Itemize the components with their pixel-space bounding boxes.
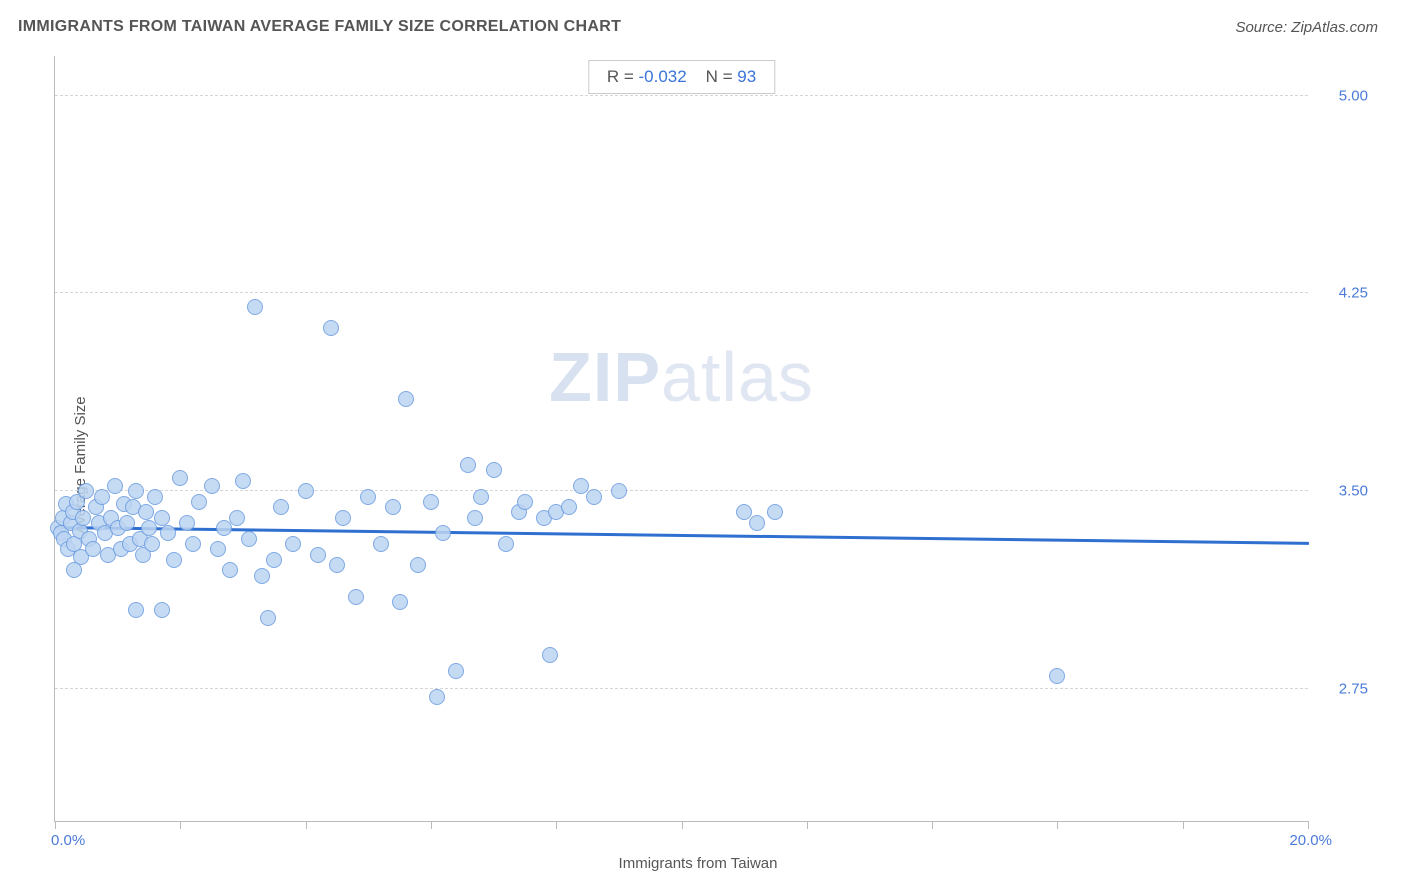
y-tick-label: 5.00: [1339, 87, 1368, 104]
gridline: [55, 490, 1308, 491]
scatter-point: [329, 557, 345, 573]
scatter-point: [191, 494, 207, 510]
scatter-point: [266, 552, 282, 568]
scatter-point: [166, 552, 182, 568]
scatter-point: [185, 536, 201, 552]
scatter-point: [561, 499, 577, 515]
scatter-point: [429, 689, 445, 705]
scatter-point: [154, 602, 170, 618]
x-tick: [932, 821, 933, 829]
n-label: N =: [706, 67, 733, 86]
scatter-point: [385, 499, 401, 515]
scatter-point: [542, 647, 558, 663]
scatter-point: [247, 299, 263, 315]
scatter-point: [335, 510, 351, 526]
scatter-point: [285, 536, 301, 552]
scatter-point: [298, 483, 314, 499]
x-tick: [807, 821, 808, 829]
scatter-point: [611, 483, 627, 499]
scatter-point: [128, 483, 144, 499]
scatter-point: [435, 525, 451, 541]
scatter-point: [147, 489, 163, 505]
scatter-point: [586, 489, 602, 505]
scatter-point: [273, 499, 289, 515]
x-tick: [55, 821, 56, 829]
scatter-point: [119, 515, 135, 531]
scatter-point: [179, 515, 195, 531]
scatter-point: [486, 462, 502, 478]
plot-area: ZIPatlas R = -0.032 N = 93 0.0% 20.0% 2.…: [54, 56, 1308, 822]
scatter-point: [204, 478, 220, 494]
scatter-point: [144, 536, 160, 552]
scatter-point: [66, 562, 82, 578]
scatter-point: [767, 504, 783, 520]
chart-title: IMMIGRANTS FROM TAIWAN AVERAGE FAMILY SI…: [18, 18, 621, 36]
scatter-point: [360, 489, 376, 505]
watermark: ZIPatlas: [549, 337, 814, 417]
scatter-point: [310, 547, 326, 563]
scatter-point: [323, 320, 339, 336]
gridline: [55, 292, 1308, 293]
stats-box: R = -0.032 N = 93: [588, 60, 775, 94]
scatter-point: [78, 483, 94, 499]
scatter-point: [498, 536, 514, 552]
scatter-point: [254, 568, 270, 584]
r-value: -0.032: [638, 67, 686, 86]
scatter-point: [138, 504, 154, 520]
scatter-point: [172, 470, 188, 486]
scatter-point: [410, 557, 426, 573]
source-label: Source: ZipAtlas.com: [1235, 19, 1378, 36]
scatter-point: [460, 457, 476, 473]
scatter-point: [222, 562, 238, 578]
x-tick: [431, 821, 432, 829]
x-axis-label: Immigrants from Taiwan: [619, 855, 778, 872]
scatter-point: [473, 489, 489, 505]
scatter-point: [373, 536, 389, 552]
x-tick: [1183, 821, 1184, 829]
y-tick-label: 3.50: [1339, 483, 1368, 500]
scatter-point: [1049, 668, 1065, 684]
x-min-label: 0.0%: [51, 832, 85, 849]
n-value: 93: [737, 67, 756, 86]
scatter-point: [154, 510, 170, 526]
scatter-point: [241, 531, 257, 547]
r-label: R =: [607, 67, 634, 86]
scatter-point: [229, 510, 245, 526]
scatter-point: [749, 515, 765, 531]
chart-container: Average Family Size Immigrants from Taiw…: [18, 56, 1378, 874]
x-tick: [556, 821, 557, 829]
scatter-point: [128, 602, 144, 618]
x-tick: [682, 821, 683, 829]
x-tick: [306, 821, 307, 829]
scatter-point: [260, 610, 276, 626]
scatter-point: [210, 541, 226, 557]
x-tick: [180, 821, 181, 829]
scatter-point: [160, 525, 176, 541]
scatter-point: [235, 473, 251, 489]
gridline: [55, 95, 1308, 96]
scatter-point: [467, 510, 483, 526]
scatter-point: [107, 478, 123, 494]
scatter-point: [348, 589, 364, 605]
scatter-point: [85, 541, 101, 557]
scatter-point: [423, 494, 439, 510]
y-tick-label: 4.25: [1339, 285, 1368, 302]
y-tick-label: 2.75: [1339, 681, 1368, 698]
x-tick: [1057, 821, 1058, 829]
x-max-label: 20.0%: [1289, 832, 1332, 849]
scatter-point: [398, 391, 414, 407]
scatter-point: [517, 494, 533, 510]
gridline: [55, 688, 1308, 689]
x-tick: [1308, 821, 1309, 829]
scatter-point: [448, 663, 464, 679]
scatter-point: [392, 594, 408, 610]
